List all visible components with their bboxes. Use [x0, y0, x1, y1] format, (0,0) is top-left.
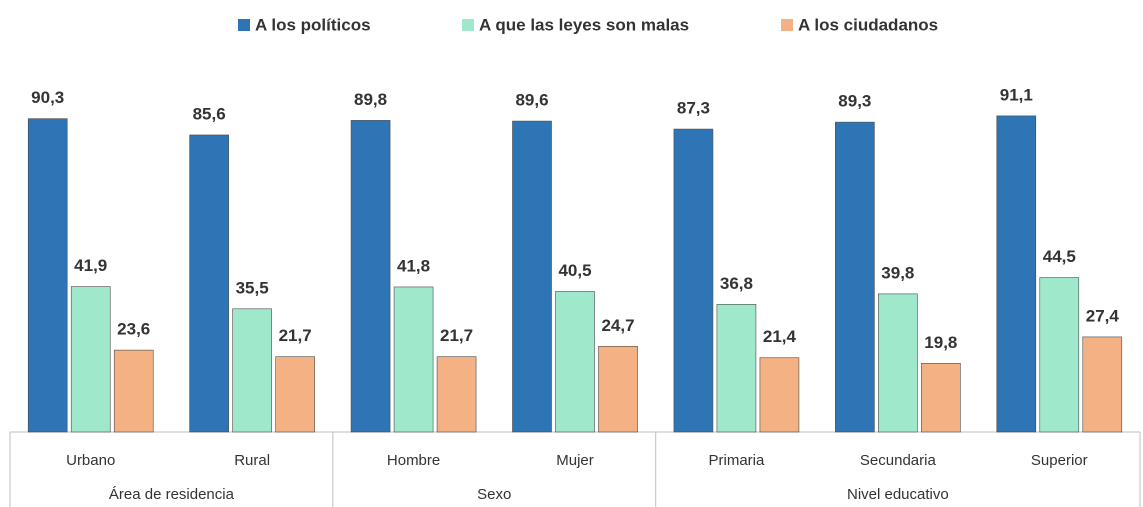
bar — [70, 286, 111, 433]
bar — [878, 293, 918, 433]
value-label: 21,7 — [279, 326, 312, 345]
group-label: Nivel educativo — [847, 486, 949, 503]
group-label: Área de residencia — [109, 486, 235, 503]
bar — [275, 356, 315, 433]
x-tick-label: Urbano — [66, 452, 115, 469]
x-tick-label: Rural — [234, 452, 270, 469]
legend-label: A que las leyes son malas — [479, 15, 689, 34]
bar — [232, 308, 272, 433]
legend-label: A los ciudadanos — [798, 15, 938, 34]
value-label: 89,8 — [354, 90, 387, 109]
value-label: 41,8 — [397, 256, 430, 275]
bar — [1039, 277, 1080, 433]
value-label: 23,6 — [117, 320, 150, 339]
x-tick-label: Mujer — [556, 452, 594, 469]
legend-label: A los políticos — [255, 15, 371, 34]
x-tick-label: Superior — [1031, 452, 1088, 469]
x-tick-label: Secundaria — [860, 452, 937, 469]
bar — [673, 128, 714, 433]
x-tick-label: Hombre — [387, 452, 440, 469]
bar — [716, 304, 757, 433]
value-label: 89,3 — [838, 92, 871, 111]
group-label: Sexo — [477, 486, 511, 503]
bar — [113, 349, 154, 433]
bar — [598, 345, 638, 433]
bar — [759, 357, 800, 433]
legend-swatch — [781, 19, 793, 31]
legend-swatch — [238, 19, 250, 31]
value-label: 19,8 — [924, 333, 957, 352]
value-label: 35,5 — [236, 278, 269, 297]
bar — [921, 362, 961, 433]
value-label: 21,4 — [763, 327, 797, 346]
value-label: 39,8 — [881, 263, 914, 282]
value-label: 44,5 — [1043, 247, 1076, 266]
bar — [835, 121, 875, 433]
bar — [27, 118, 68, 433]
bar — [512, 120, 552, 433]
bar — [996, 115, 1037, 433]
x-tick-label: Primaria — [709, 452, 765, 469]
bar — [189, 134, 229, 433]
bar — [436, 356, 477, 433]
value-label: 41,9 — [74, 256, 107, 275]
value-label: 36,8 — [720, 274, 753, 293]
bar — [350, 120, 391, 433]
value-label: 27,4 — [1086, 306, 1120, 325]
value-label: 21,7 — [440, 326, 473, 345]
legend-swatch — [462, 19, 474, 31]
bar — [555, 291, 595, 433]
value-label: 85,6 — [193, 104, 226, 123]
value-label: 40,5 — [558, 261, 591, 280]
value-label: 91,1 — [1000, 85, 1033, 104]
value-label: 87,3 — [677, 99, 710, 118]
value-label: 24,7 — [601, 316, 634, 335]
bar — [1082, 336, 1123, 433]
value-label: 89,6 — [515, 91, 548, 110]
bar — [393, 286, 434, 433]
value-label: 90,3 — [31, 88, 64, 107]
